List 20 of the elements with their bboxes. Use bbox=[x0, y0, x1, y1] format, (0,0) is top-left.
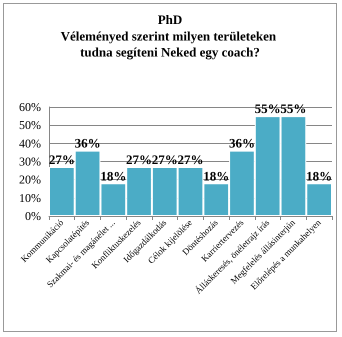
y-tick-label: 0% bbox=[25, 209, 41, 223]
y-tick-label: 30% bbox=[19, 154, 41, 168]
data-label: 36% bbox=[228, 136, 255, 151]
y-tick-label: 20% bbox=[19, 172, 41, 187]
y-tick-label: 10% bbox=[19, 190, 41, 205]
data-label: 27% bbox=[178, 152, 204, 167]
data-label: 27% bbox=[126, 152, 152, 167]
y-tick-label: 60% bbox=[19, 100, 41, 114]
data-label: 27% bbox=[152, 152, 178, 167]
y-tick-label: 40% bbox=[19, 136, 41, 150]
chart-title: PhD bbox=[158, 12, 182, 27]
data-label: 36% bbox=[74, 136, 101, 151]
y-tick-label: 50% bbox=[19, 118, 41, 132]
data-label: 18% bbox=[203, 168, 230, 184]
data-label: 27% bbox=[48, 152, 75, 167]
data-label: 55% bbox=[280, 101, 306, 116]
data-label: 18% bbox=[306, 168, 332, 184]
chart-subtitle: Véleményed szerint milyen területeken tudna segíteni Neked egy coach? bbox=[60, 28, 280, 60]
data-label: 55% bbox=[254, 101, 281, 116]
data-label: 18% bbox=[100, 168, 126, 184]
